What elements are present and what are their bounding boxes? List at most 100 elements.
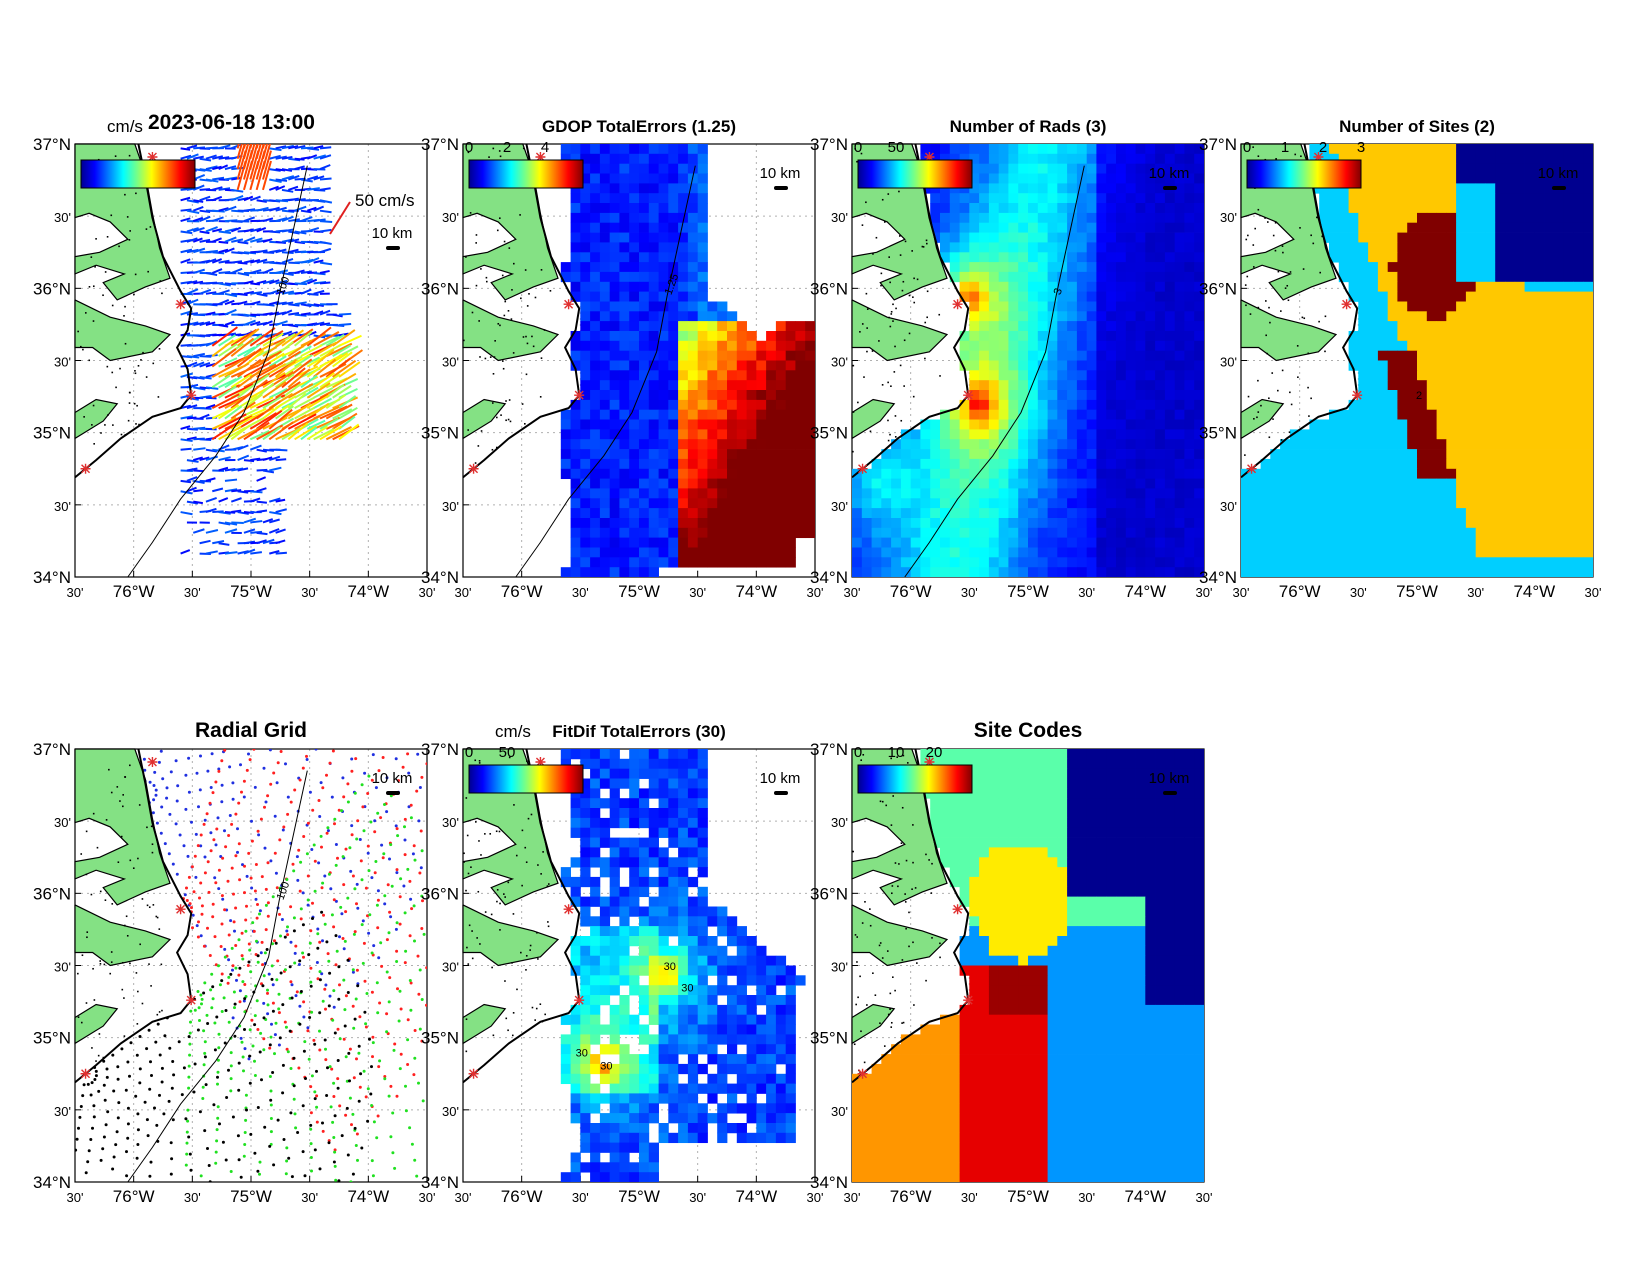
data-cell [959, 252, 970, 263]
current-vector [180, 154, 192, 160]
data-cell [930, 518, 941, 529]
current-vector [306, 394, 330, 409]
data-cell [1377, 252, 1389, 263]
data-cell [1505, 567, 1516, 577]
data-cell [756, 527, 767, 539]
data-cell [766, 331, 777, 342]
data-cell [1436, 547, 1447, 558]
coast-dot [496, 416, 498, 419]
data-cell [1436, 271, 1447, 283]
data-cell [1096, 193, 1107, 204]
data-cell [1155, 144, 1166, 155]
data-cell [1076, 311, 1088, 322]
data-cell [570, 399, 581, 411]
current-vector [268, 387, 288, 399]
data-cell [1135, 419, 1146, 430]
data-cell [1368, 203, 1379, 214]
data-cell [1426, 419, 1437, 430]
data-cell [1086, 183, 1097, 194]
data-cell [920, 498, 931, 509]
data-cell [570, 409, 581, 420]
data-cell [580, 252, 591, 263]
data-cell [1155, 547, 1166, 558]
data-cell [1299, 498, 1310, 509]
data-cell [1135, 439, 1146, 450]
data-cell [580, 370, 591, 381]
data-cell [570, 518, 581, 529]
data-cell [1155, 153, 1166, 165]
data-cell [1067, 183, 1078, 194]
radial-grid-point [168, 812, 172, 816]
current-vector [199, 195, 211, 202]
data-cell [1028, 478, 1039, 489]
data-cell [1164, 429, 1176, 440]
data-cell [979, 449, 990, 460]
current-vector [294, 386, 315, 399]
coast-dot [1252, 266, 1255, 268]
data-cell [697, 498, 708, 509]
data-cell [1397, 350, 1408, 361]
data-cell [1184, 380, 1195, 391]
coast-dot [875, 236, 878, 239]
data-cell [998, 429, 1009, 440]
data-cell [1047, 321, 1058, 332]
data-cell [629, 399, 640, 411]
coast-dot [469, 212, 472, 214]
site-marker [80, 463, 91, 474]
current-vector [307, 292, 319, 296]
radial-grid-point [228, 765, 232, 769]
data-cell [1446, 173, 1457, 184]
data-cell [707, 508, 718, 519]
data-cell [1086, 518, 1097, 529]
longitude-tick-label: 75°W [618, 582, 660, 601]
scale-bar [1552, 186, 1566, 190]
data-cell [1116, 360, 1127, 371]
current-vector [180, 196, 191, 202]
data-cell [1096, 370, 1107, 381]
data-cell [1047, 203, 1058, 214]
data-cell [1377, 458, 1389, 470]
radial-grid-point [199, 844, 203, 848]
data-cell [1456, 173, 1467, 184]
current-vector [243, 280, 254, 285]
data-cell [1583, 281, 1593, 293]
data-cell [969, 547, 980, 558]
data-cell [629, 478, 640, 489]
data-cell [1456, 311, 1467, 322]
data-cell [570, 567, 581, 577]
data-cell [949, 567, 960, 577]
data-cell [1018, 429, 1029, 440]
coast-dot [1307, 352, 1310, 355]
data-cell [1397, 212, 1408, 224]
data-cell [1028, 527, 1039, 539]
radial-grid-point [203, 818, 207, 822]
data-cell [1047, 468, 1058, 480]
data-cell [1553, 458, 1565, 470]
data-cell [1194, 390, 1204, 401]
data-cell [1067, 271, 1078, 283]
data-cell [1358, 399, 1369, 411]
data-cell [560, 153, 571, 165]
data-cell [746, 478, 757, 489]
data-cell [717, 390, 728, 401]
coast-dot [118, 245, 120, 248]
data-cell [1446, 458, 1457, 470]
data-cell [1164, 399, 1176, 411]
data-cell [1407, 478, 1418, 489]
land-mass [1240, 398, 1285, 440]
current-vector [268, 421, 294, 441]
data-cell [1505, 321, 1516, 332]
data-cell [1096, 222, 1107, 233]
data-cell [1426, 439, 1437, 450]
data-cell [1174, 478, 1185, 489]
current-vector [205, 165, 218, 171]
current-vector [256, 509, 268, 514]
data-cell [1573, 478, 1584, 489]
data-cell [998, 498, 1009, 509]
data-cell [1067, 518, 1078, 529]
data-cell [998, 527, 1009, 539]
data-cell [1106, 252, 1117, 263]
current-vector [250, 269, 262, 274]
data-cell [1037, 203, 1048, 214]
current-vector [256, 199, 267, 203]
